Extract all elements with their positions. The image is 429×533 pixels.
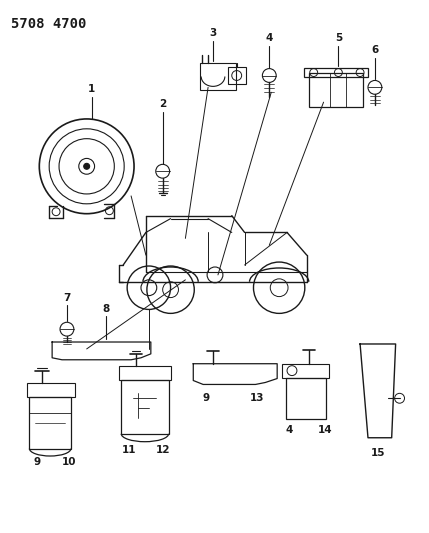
Text: 5708 4700: 5708 4700	[11, 17, 86, 31]
Text: 9: 9	[34, 457, 41, 467]
Bar	[121, 379, 169, 434]
Bar	[30, 397, 71, 449]
Bar	[309, 72, 363, 107]
Text: 4: 4	[266, 33, 273, 43]
Text: 2: 2	[159, 99, 166, 109]
Text: 5: 5	[335, 33, 342, 43]
Bar	[200, 63, 236, 90]
Text: 4: 4	[285, 425, 293, 435]
Polygon shape	[193, 364, 277, 384]
Text: 8: 8	[103, 304, 110, 314]
Polygon shape	[52, 342, 151, 360]
Text: 10: 10	[62, 457, 76, 467]
Text: 13: 13	[250, 393, 265, 403]
Bar	[119, 366, 171, 379]
Text: 9: 9	[202, 393, 210, 403]
Text: 11: 11	[122, 445, 136, 455]
Text: 12: 12	[155, 445, 170, 455]
Text: 14: 14	[318, 425, 333, 435]
Bar	[210, 367, 267, 376]
Bar	[304, 68, 368, 77]
Bar	[282, 364, 329, 377]
Circle shape	[84, 163, 90, 169]
Bar	[286, 377, 326, 419]
Text: 1: 1	[88, 84, 95, 94]
Polygon shape	[360, 344, 396, 438]
Bar	[27, 383, 75, 397]
Bar	[69, 344, 143, 356]
Bar	[228, 67, 245, 84]
Text: 3: 3	[209, 28, 217, 38]
Text: 6: 6	[371, 45, 378, 55]
Text: 7: 7	[63, 293, 71, 303]
Text: 15: 15	[371, 448, 385, 458]
